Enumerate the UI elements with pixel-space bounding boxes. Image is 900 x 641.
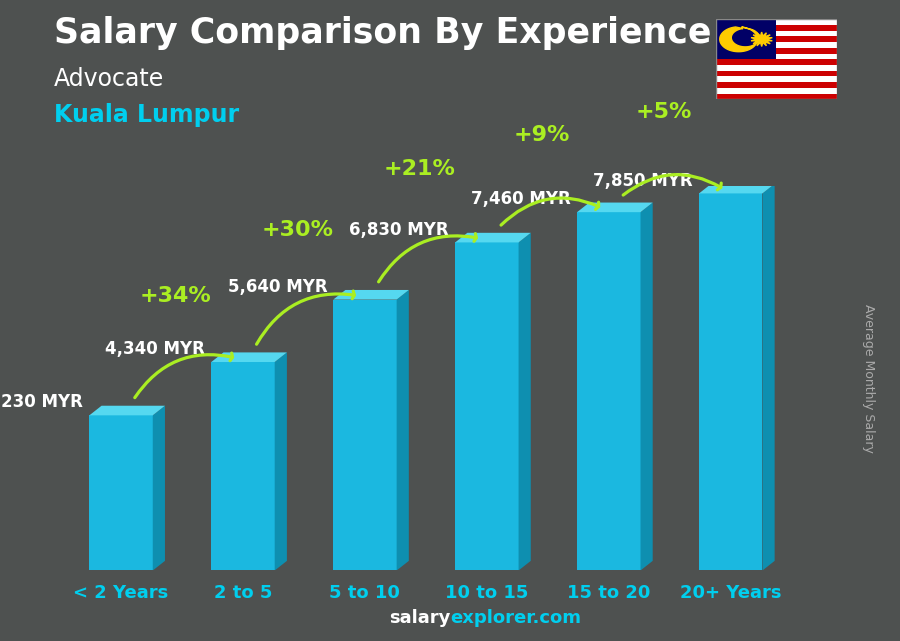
Bar xyxy=(716,25,837,31)
Polygon shape xyxy=(153,406,165,570)
Text: 3,230 MYR: 3,230 MYR xyxy=(0,394,84,412)
Bar xyxy=(577,212,641,570)
Polygon shape xyxy=(274,353,287,570)
Bar xyxy=(716,31,837,37)
Bar xyxy=(716,19,837,25)
Text: Average Monthly Salary: Average Monthly Salary xyxy=(862,304,875,453)
Polygon shape xyxy=(89,406,165,415)
Text: Salary Comparison By Experience: Salary Comparison By Experience xyxy=(54,16,711,50)
Text: +5%: +5% xyxy=(635,103,692,122)
Bar xyxy=(455,242,518,570)
Bar xyxy=(699,194,762,570)
Polygon shape xyxy=(751,32,772,46)
Text: 7,460 MYR: 7,460 MYR xyxy=(472,190,571,208)
Text: +9%: +9% xyxy=(514,125,570,145)
Bar xyxy=(716,71,837,76)
Polygon shape xyxy=(212,353,287,362)
Bar xyxy=(716,48,837,54)
Bar xyxy=(716,76,837,82)
Polygon shape xyxy=(333,290,409,299)
Bar xyxy=(716,42,837,48)
Bar xyxy=(716,82,837,88)
Text: 4,340 MYR: 4,340 MYR xyxy=(105,340,205,358)
Text: explorer.com: explorer.com xyxy=(450,609,581,627)
Polygon shape xyxy=(720,27,760,52)
Text: 7,850 MYR: 7,850 MYR xyxy=(593,172,693,190)
Polygon shape xyxy=(699,184,775,194)
Bar xyxy=(212,362,274,570)
Text: Kuala Lumpur: Kuala Lumpur xyxy=(54,103,239,126)
Bar xyxy=(716,88,837,94)
Text: +21%: +21% xyxy=(384,159,455,179)
Bar xyxy=(89,415,153,570)
Text: +30%: +30% xyxy=(262,220,334,240)
Bar xyxy=(716,60,837,65)
Polygon shape xyxy=(762,184,775,570)
Polygon shape xyxy=(577,203,652,212)
Polygon shape xyxy=(518,233,531,570)
Bar xyxy=(716,54,837,60)
Text: 6,830 MYR: 6,830 MYR xyxy=(349,221,449,238)
Text: +34%: +34% xyxy=(140,287,212,306)
Bar xyxy=(716,19,776,60)
Text: Advocate: Advocate xyxy=(54,67,164,91)
Polygon shape xyxy=(641,203,652,570)
Text: salary: salary xyxy=(389,609,450,627)
Bar xyxy=(716,37,837,42)
Polygon shape xyxy=(455,233,531,242)
Bar xyxy=(333,299,397,570)
Text: 5,640 MYR: 5,640 MYR xyxy=(228,278,327,296)
Polygon shape xyxy=(397,290,409,570)
Bar xyxy=(716,65,837,71)
Bar xyxy=(716,94,837,99)
